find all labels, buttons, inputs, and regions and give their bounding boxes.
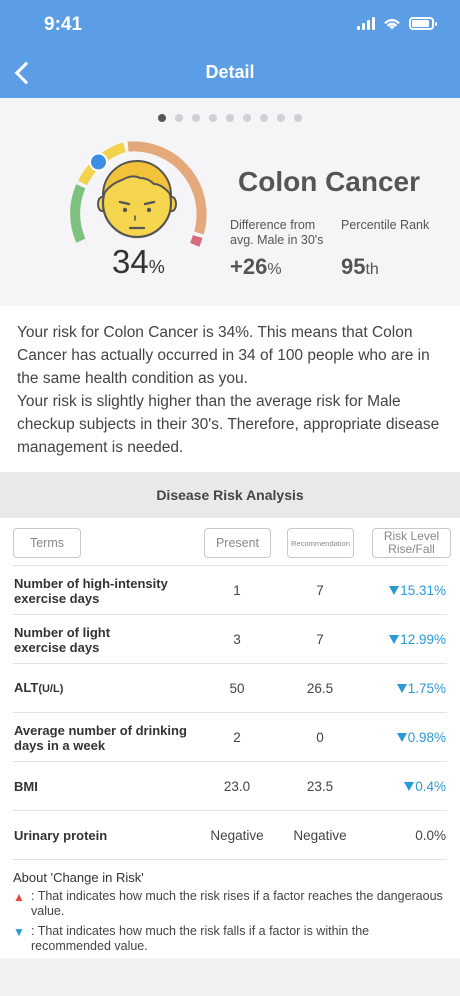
row-present: 2 (233, 730, 241, 745)
page-dot[interactable] (277, 114, 285, 122)
header-terms[interactable]: Terms (13, 528, 81, 558)
page-dot[interactable] (226, 114, 234, 122)
row-risk: 0.4% (404, 762, 446, 811)
row-term: Number of light exercise days (14, 624, 111, 655)
table-row: Number of high-intensity exercise days 1 7 1… (13, 565, 447, 614)
page-dot[interactable] (209, 114, 217, 122)
fall-arrow-icon (396, 733, 407, 742)
fall-arrow-icon (389, 635, 400, 644)
row-present: 3 (233, 632, 241, 647)
fall-arrow-icon (396, 684, 407, 693)
risk-gauge (70, 141, 207, 247)
page-title: Detail (205, 62, 255, 82)
section-title: Disease Risk Analysis (0, 472, 460, 518)
row-term: Average number of drinking days in a week (14, 722, 187, 753)
row-present: 1 (233, 583, 241, 598)
row-present: 23.0 (223, 779, 251, 794)
app-header: 9:41 Detail (0, 0, 460, 98)
note-rise: ▲: That indicates how much the risk rise… (13, 889, 443, 918)
table-row: Average number of drinking days in a week… (13, 712, 447, 761)
row-present: Negative (210, 828, 264, 843)
risk-summary: 34% Colon Cancer Difference from avg. Mal… (0, 98, 460, 306)
header-present[interactable]: Present (204, 528, 271, 558)
difference-value: +26% (230, 254, 282, 279)
gauge-indicator (89, 152, 108, 172)
page-dot[interactable] (243, 114, 251, 122)
row-risk: 1.75% (396, 664, 446, 713)
face-icon (97, 160, 177, 239)
risk-description: Your risk for Colon Cancer is 34%. This … (0, 306, 460, 472)
page-indicator[interactable] (0, 114, 460, 122)
row-risk: 15.31% (389, 566, 446, 615)
table-row: Number of light exercise days 3 7 12.99% (13, 614, 447, 663)
risk-analysis-table: Terms Present Recommendation Risk Level R… (0, 518, 460, 958)
header-risk-level[interactable]: Risk Level Rise/Fall (372, 528, 451, 558)
wifi-icon (384, 19, 400, 30)
notes-title: About 'Change in Risk' (13, 870, 144, 885)
page-dot[interactable] (175, 114, 183, 122)
percentile-label: Percentile Rank (341, 218, 430, 232)
difference-label: Difference from avg. Male in 30's (230, 218, 324, 247)
row-term: ALT(U/L) (14, 680, 64, 695)
row-present: 50 (229, 681, 245, 696)
signal-icon (357, 17, 375, 30)
battery-icon (409, 17, 437, 30)
row-recommendation: 23.5 (306, 779, 334, 794)
row-term: BMI (14, 779, 38, 794)
row-recommendation: 26.5 (306, 681, 334, 696)
status-icons (357, 17, 437, 30)
note-fall: ▼: That indicates how much the risk fall… (13, 924, 370, 953)
row-term: Urinary protein (14, 828, 108, 843)
status-time: 9:41 (44, 14, 83, 35)
table-row: Urinary protein Negative Negative 0.0% (13, 810, 447, 859)
page-dot[interactable] (192, 114, 200, 122)
header-recommendation[interactable]: Recommendation (287, 528, 354, 558)
risk-percent: 34% (112, 243, 165, 280)
page-dot[interactable] (294, 114, 302, 122)
table-row: BMI 23.0 23.5 0.4% (13, 761, 447, 810)
row-recommendation: 7 (316, 583, 324, 598)
row-risk: 12.99% (389, 615, 446, 664)
row-recommendation: 0 (316, 730, 324, 745)
page-dot[interactable] (260, 114, 268, 122)
row-term: Number of high-intensity exercise days (14, 575, 168, 606)
fall-marker-icon: ▼ (13, 925, 25, 939)
change-in-risk-notes: About 'Change in Risk' ▲: That indicates… (13, 859, 447, 959)
fall-arrow-icon (404, 782, 415, 791)
fall-arrow-icon (389, 586, 400, 595)
row-risk: 0.98% (396, 713, 446, 762)
row-risk: 0.0% (415, 828, 446, 843)
row-recommendation: Negative (293, 828, 347, 843)
row-recommendation: 7 (316, 632, 324, 647)
rise-marker-icon: ▲ (13, 890, 25, 904)
disease-name: Colon Cancer (238, 166, 421, 197)
page-dot[interactable] (158, 114, 166, 122)
table-row: ALT(U/L) 50 26.5 1.75% (13, 663, 447, 712)
percentile-value: 95th (341, 254, 379, 279)
